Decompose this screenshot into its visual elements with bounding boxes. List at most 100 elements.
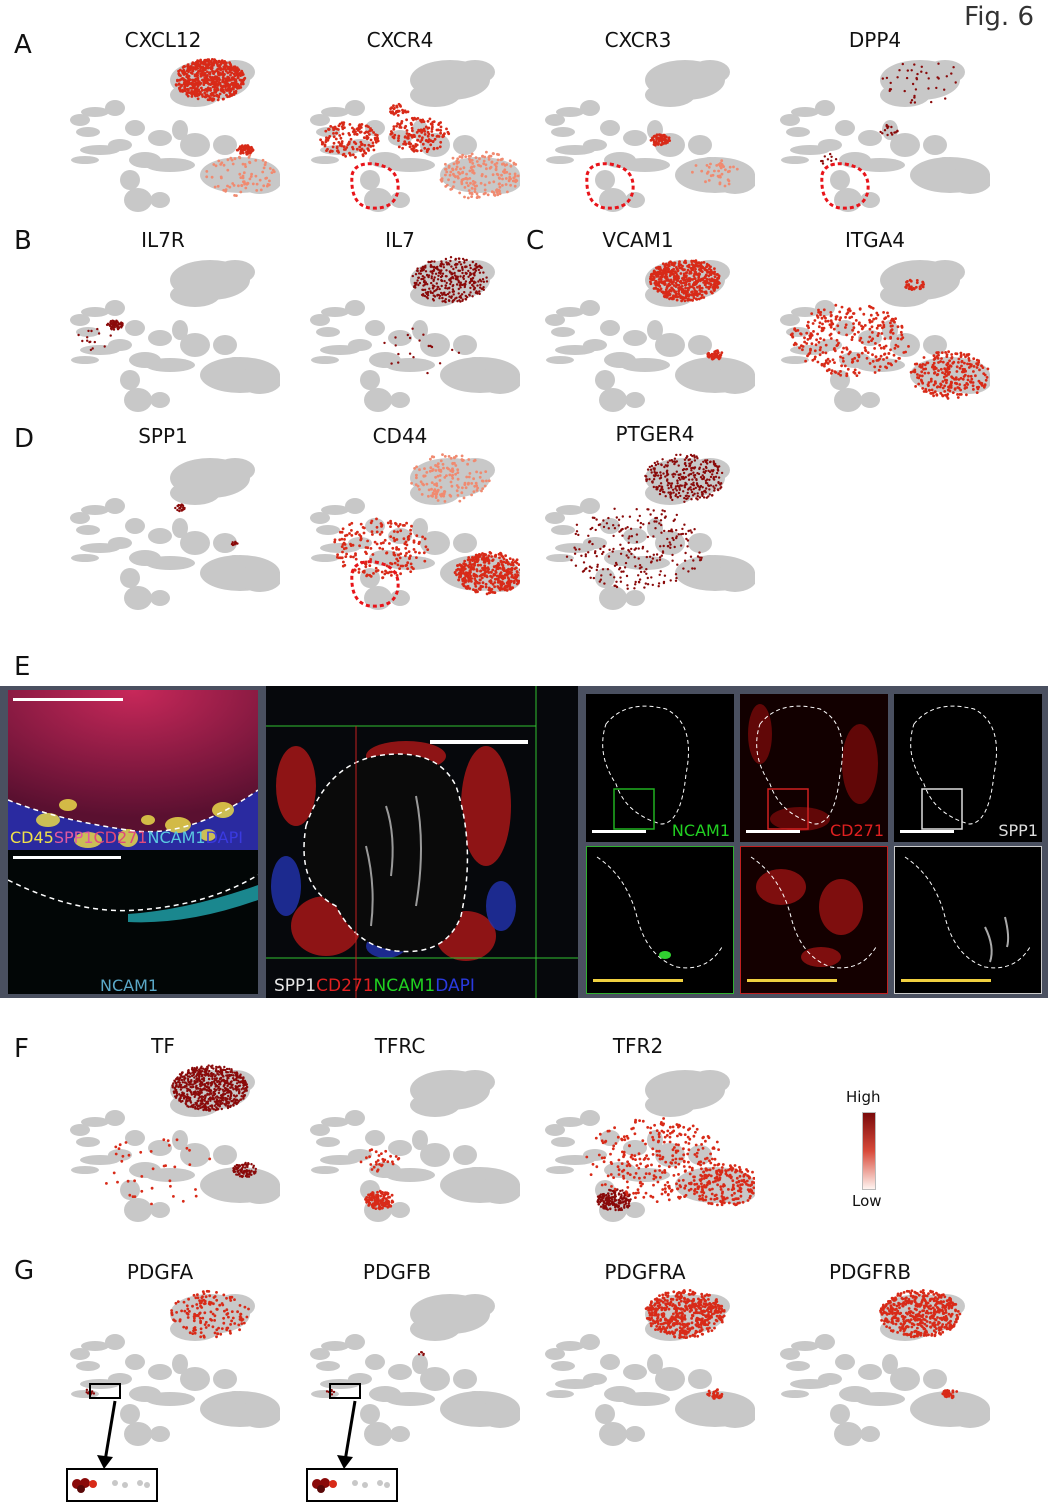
expression-dot: [353, 141, 356, 144]
expression-dot: [359, 539, 362, 542]
expression-dot: [649, 278, 652, 281]
expression-dot: [342, 561, 345, 564]
expression-dot: [712, 470, 714, 472]
expression-dot: [662, 269, 665, 272]
expression-dot: [262, 159, 265, 162]
expression-dot: [421, 536, 424, 539]
expression-dot: [90, 330, 92, 332]
expression-dot: [844, 316, 847, 319]
expression-dot: [210, 67, 213, 70]
expression-dot: [451, 349, 453, 351]
expression-dot: [223, 81, 226, 84]
expression-dot: [657, 275, 660, 278]
expression-dot: [859, 337, 862, 340]
expression-dot: [705, 461, 707, 463]
expression-dot: [695, 298, 698, 301]
expression-dot: [676, 514, 678, 516]
expression-dot: [473, 172, 476, 175]
expression-dot: [439, 469, 442, 472]
expression-dot: [203, 92, 206, 95]
expression-dot: [473, 460, 476, 463]
expression-dot: [389, 571, 392, 574]
expression-dot: [823, 365, 826, 368]
expression-dot: [458, 352, 460, 354]
expression-dot: [419, 140, 422, 143]
expression-dot: [376, 531, 379, 534]
expression-dot: [343, 145, 346, 148]
expression-dot: [476, 581, 479, 584]
expression-dot: [393, 125, 396, 128]
expression-dot: [666, 271, 669, 274]
expression-dot: [403, 537, 406, 540]
expression-dot: [457, 568, 460, 571]
expression-dot: [830, 160, 832, 162]
expression-dot: [430, 282, 432, 284]
umap-cluster: [546, 356, 574, 364]
expression-dot: [703, 261, 706, 264]
umap-cluster: [148, 1140, 172, 1156]
expression-dot: [505, 588, 508, 591]
expression-dot: [178, 73, 181, 76]
expression-dot: [838, 331, 841, 334]
expression-dot: [634, 565, 636, 567]
expression-dot: [494, 578, 497, 581]
expression-dot: [512, 558, 515, 561]
expression-dot: [700, 557, 702, 559]
expression-dot: [417, 485, 420, 488]
expression-dot: [500, 174, 503, 177]
expression-dot: [709, 493, 711, 495]
umap-cluster: [145, 556, 195, 570]
expression-dot: [655, 140, 658, 143]
expression-dot: [447, 178, 450, 181]
expression-dot: [448, 299, 450, 301]
expression-dot: [717, 170, 720, 173]
expression-dot: [830, 319, 833, 322]
expression-dot: [396, 106, 399, 109]
expression-dot: [851, 336, 854, 339]
expression-dot: [922, 368, 925, 371]
expression-dot: [463, 196, 466, 199]
expression-dot: [230, 88, 233, 91]
expression-dot: [898, 69, 900, 71]
expression-dot: [239, 147, 242, 150]
expression-dot: [348, 152, 351, 155]
expression-dot: [410, 525, 413, 528]
expression-dot: [933, 384, 936, 387]
expression-dot: [958, 358, 961, 361]
expression-dot: [980, 364, 983, 367]
expression-dot: [222, 76, 225, 79]
expression-dot: [391, 547, 394, 550]
expression-dot: [630, 548, 632, 550]
expression-dot: [448, 291, 450, 293]
expression-dot: [469, 182, 472, 185]
expression-dot: [691, 567, 693, 569]
expression-dot: [665, 279, 668, 282]
expression-dot: [886, 356, 889, 359]
expression-dot: [646, 550, 648, 552]
expression-dot: [848, 351, 851, 354]
expression-dot: [963, 375, 966, 378]
expression-dot: [916, 373, 919, 376]
umap-cluster: [623, 330, 647, 346]
expression-dot: [870, 306, 873, 309]
expression-dot: [816, 333, 819, 336]
expression-dot: [670, 495, 672, 497]
expression-dot: [443, 476, 446, 479]
umap-cluster: [148, 330, 172, 346]
expression-dot: [889, 336, 892, 339]
expression-dot: [650, 576, 652, 578]
expression-dot: [651, 480, 653, 482]
expression-dot: [211, 176, 214, 179]
expression-dot: [653, 270, 656, 273]
expression-dot: [925, 72, 927, 74]
umap-spp1: [60, 448, 280, 618]
expression-dot: [803, 341, 806, 344]
expression-dot: [488, 158, 491, 161]
expression-dot: [672, 280, 675, 283]
expression-dot: [456, 278, 458, 280]
expression-dot: [386, 564, 389, 567]
expression-dot: [442, 467, 445, 470]
expression-dot: [660, 287, 663, 290]
expression-dot: [505, 177, 508, 180]
expression-dot: [238, 173, 241, 176]
